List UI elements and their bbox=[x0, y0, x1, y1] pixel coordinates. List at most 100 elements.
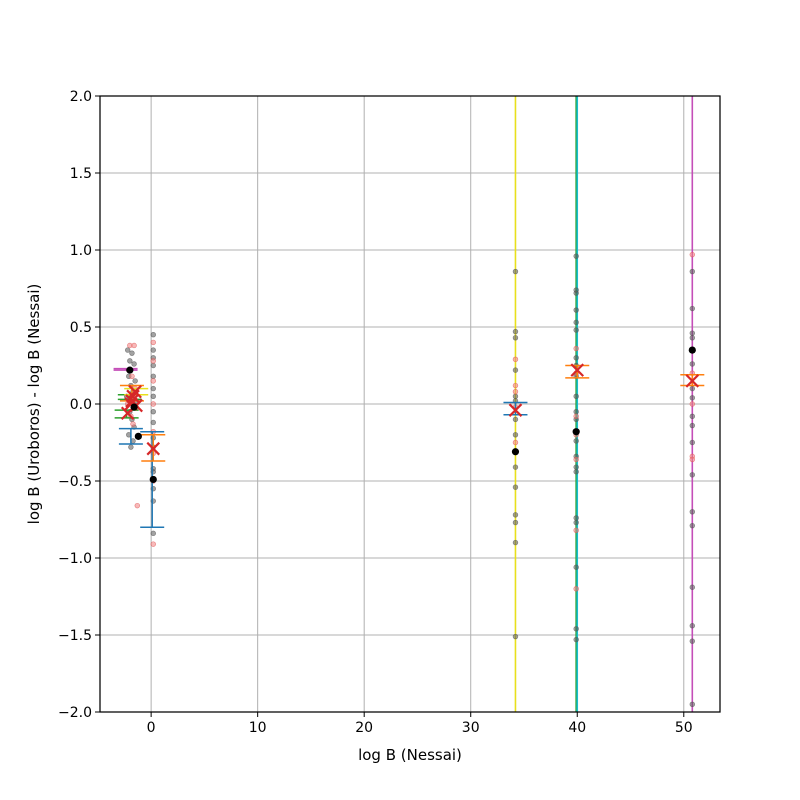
pink-point bbox=[573, 345, 579, 352]
gray-point bbox=[573, 564, 579, 570]
y-tick-label: 0.5 bbox=[70, 320, 92, 336]
y-tick-label: 2.0 bbox=[70, 89, 92, 105]
gray-point bbox=[573, 393, 579, 399]
pink-point bbox=[150, 378, 156, 384]
gray-point bbox=[689, 395, 696, 401]
gray-point bbox=[689, 413, 696, 420]
pink-point bbox=[573, 413, 579, 420]
pink-point bbox=[150, 401, 156, 407]
y-tick-label: −2.0 bbox=[58, 705, 92, 721]
black-point bbox=[688, 346, 696, 354]
gray-point bbox=[512, 335, 519, 341]
pink-point bbox=[512, 356, 519, 363]
gray-point bbox=[689, 638, 696, 644]
y-tick-label: 0.0 bbox=[70, 397, 92, 413]
gray-point bbox=[689, 422, 696, 429]
grid-lines bbox=[100, 95, 720, 713]
x-tick-label: 40 bbox=[568, 720, 586, 736]
gray-point bbox=[150, 530, 156, 537]
x-marker bbox=[508, 403, 523, 417]
x-tick-label: 20 bbox=[355, 720, 373, 736]
y-tick-label: −1.5 bbox=[58, 628, 92, 644]
x-tick-label: 10 bbox=[249, 720, 267, 736]
gray-point bbox=[131, 361, 137, 367]
pink-point bbox=[131, 342, 137, 349]
gray-point bbox=[512, 539, 519, 546]
gray-point bbox=[150, 362, 156, 369]
pink-point bbox=[512, 382, 519, 389]
gray-point bbox=[512, 416, 519, 423]
error-bars bbox=[113, 364, 705, 528]
gray-point bbox=[573, 438, 579, 444]
pink-point bbox=[689, 401, 696, 407]
gray-points bbox=[123, 253, 696, 707]
gray-point bbox=[512, 268, 519, 275]
gray-point bbox=[689, 509, 696, 515]
gray-point bbox=[573, 515, 579, 521]
pink-point bbox=[512, 439, 519, 446]
x-tick-label: 0 bbox=[147, 720, 156, 736]
gray-point bbox=[512, 393, 519, 399]
x-tick-label: 30 bbox=[462, 720, 480, 736]
gray-point bbox=[689, 335, 696, 341]
pink-point bbox=[150, 541, 156, 547]
gray-point bbox=[512, 512, 519, 518]
black-point bbox=[130, 403, 138, 411]
pink-point bbox=[573, 586, 579, 592]
black-points bbox=[126, 346, 696, 484]
pink-point bbox=[689, 456, 696, 463]
gray-point bbox=[573, 253, 579, 259]
gray-point bbox=[512, 367, 519, 373]
black-point bbox=[134, 432, 142, 440]
gray-point bbox=[132, 378, 138, 384]
black-point bbox=[149, 475, 157, 484]
y-tick-label: 1.0 bbox=[70, 243, 92, 259]
gray-point bbox=[573, 636, 579, 643]
x-marker bbox=[146, 441, 161, 456]
gray-point bbox=[127, 358, 133, 364]
gray-point bbox=[689, 701, 696, 707]
y-tick-label: −0.5 bbox=[58, 474, 92, 490]
pink-point bbox=[129, 373, 135, 379]
y-tick-label: −1.0 bbox=[58, 551, 92, 567]
gray-point bbox=[689, 305, 696, 312]
gray-point bbox=[150, 409, 156, 415]
gray-point bbox=[150, 332, 156, 338]
gray-point bbox=[573, 355, 579, 361]
gray-point bbox=[128, 444, 134, 450]
x-markers bbox=[120, 363, 700, 456]
gray-point bbox=[689, 522, 696, 529]
black-point bbox=[572, 428, 580, 436]
gray-point bbox=[124, 347, 131, 353]
x-axis-label: log B (Nessai) bbox=[358, 746, 462, 764]
gray-point bbox=[150, 373, 156, 379]
gray-point bbox=[512, 484, 519, 490]
y-tick-label: 1.5 bbox=[70, 166, 92, 182]
gray-point bbox=[573, 469, 579, 475]
x-marker bbox=[685, 374, 700, 388]
gray-point bbox=[573, 307, 579, 313]
gray-point bbox=[573, 464, 579, 470]
gray-point bbox=[573, 409, 579, 415]
gray-point bbox=[512, 464, 519, 470]
gray-point bbox=[150, 419, 156, 426]
gray-point bbox=[573, 626, 579, 632]
pink-point bbox=[573, 456, 579, 463]
x-tick-label: 50 bbox=[675, 720, 693, 736]
gray-point bbox=[150, 347, 156, 353]
x-axis-ticks: 0 10 20 30 40 50 bbox=[147, 712, 693, 736]
pink-point bbox=[150, 339, 156, 346]
gray-point bbox=[512, 328, 519, 335]
y-axis-ticks: −2.0 −1.5 −1.0 −0.5 0.0 0.5 1.0 1.5 2.0 bbox=[58, 89, 100, 721]
pink-point bbox=[512, 388, 519, 395]
gray-point bbox=[129, 350, 135, 356]
gray-point bbox=[689, 439, 696, 446]
gray-point bbox=[689, 361, 696, 367]
gray-point bbox=[512, 633, 519, 640]
gray-point bbox=[573, 327, 579, 333]
gray-point bbox=[689, 584, 696, 590]
gray-point bbox=[689, 330, 696, 336]
gray-point bbox=[689, 268, 696, 275]
pink-point bbox=[130, 421, 136, 427]
